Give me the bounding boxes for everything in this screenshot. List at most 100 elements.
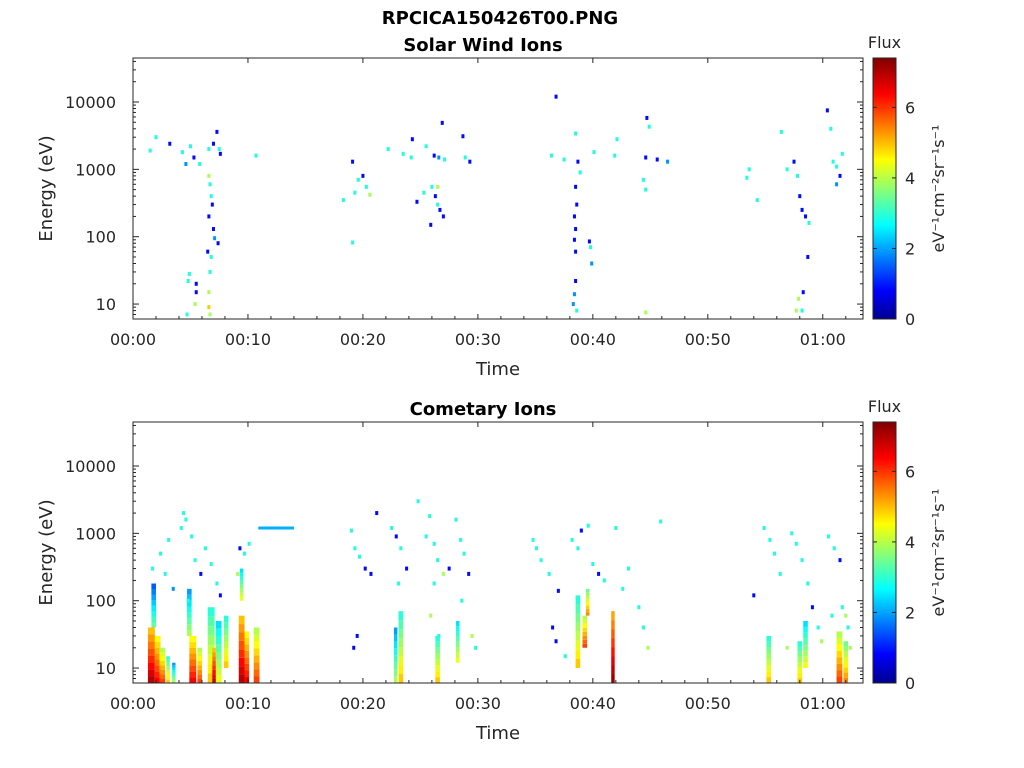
spectrogram-cell (393, 655, 398, 663)
x-axis-label: Time (475, 723, 520, 744)
spectrogram-cell (217, 147, 221, 152)
y-tick-label: 10000 (65, 93, 116, 112)
spectrogram-cell (166, 666, 170, 670)
spectrogram-cell (843, 651, 849, 657)
spectrogram-cell (239, 592, 244, 597)
spectrogram-cell (768, 537, 772, 542)
spectrogram-cell (189, 653, 197, 660)
spectrogram-cell (353, 546, 357, 551)
spectrogram-cell (436, 184, 440, 189)
spectrogram-cell (611, 656, 615, 666)
spectrogram-cell (456, 641, 460, 648)
spectrogram-cell (626, 566, 630, 571)
spectrogram-cell (182, 511, 186, 516)
spectrogram-cell (151, 616, 156, 623)
spectrogram-cell (576, 546, 580, 551)
spectrogram-cell (238, 657, 245, 667)
spectrogram-cell (666, 159, 670, 164)
spectrogram-cell (433, 194, 437, 199)
x-tick-label: 00:20 (340, 330, 386, 349)
spectrogram-cell (212, 647, 216, 653)
spectrogram-cell (239, 572, 244, 577)
spectrogram-cell (369, 571, 373, 576)
spectrogram-cell (172, 662, 176, 666)
spectrogram-cell (253, 641, 260, 649)
spectrogram-cell (405, 566, 409, 571)
spectrogram-cell (207, 664, 215, 674)
spectrogram-cell (238, 546, 242, 551)
spectrogram-cell (803, 638, 808, 645)
spectrogram-cell (611, 647, 615, 657)
spectrogram-cell (462, 551, 466, 556)
spectrogram-cell (151, 566, 155, 571)
spectrogram-cell (585, 605, 590, 609)
spectrogram-cell (795, 173, 799, 178)
spectrogram-cell (441, 571, 445, 576)
spectrogram-cell (207, 147, 211, 152)
spectrogram-cell (215, 636, 222, 645)
spectrogram-cell (582, 615, 588, 620)
spectrogram-cell (549, 153, 553, 158)
spectrogram-cell (159, 678, 166, 683)
spectrogram-cell (575, 622, 581, 632)
solar-wind-plot-area (133, 58, 863, 319)
spectrogram-cell (574, 131, 578, 136)
spectrogram-cell (803, 662, 808, 669)
spectrogram-cell (766, 647, 772, 654)
spectrogram-cell (585, 588, 590, 593)
x-tick-label: 00:10 (225, 694, 271, 713)
spectrogram-cell (349, 528, 353, 533)
spectrogram-cell (239, 588, 244, 593)
spectrogram-cell (197, 678, 202, 683)
spectrogram-cell (611, 674, 615, 683)
spectrogram-cell (562, 157, 566, 162)
spectrogram-cell (159, 652, 166, 657)
spectrogram-cell (393, 669, 398, 677)
spectrogram-cell (236, 571, 240, 576)
spectrogram-cell (409, 155, 413, 160)
spectrogram-cell (193, 558, 197, 563)
spectrogram-cell (554, 639, 558, 644)
spectrogram-cell (844, 613, 848, 618)
spectrogram-cell (582, 635, 588, 640)
spectrogram-cell (825, 108, 829, 113)
spectrogram-cell (800, 308, 804, 313)
spectrogram-cell (611, 665, 615, 675)
spectrogram-cell (368, 192, 372, 197)
spectrogram-cell (179, 526, 183, 531)
spectrogram-cell (470, 633, 474, 638)
spectrogram-cell (456, 636, 460, 642)
spectrogram-cell (357, 554, 361, 559)
spectrogram-cell (435, 671, 440, 678)
spectrogram-cell (151, 600, 156, 606)
spectrogram-cell (582, 639, 588, 644)
spectrogram-cell (166, 676, 170, 680)
x-tick-label: 00:00 (110, 694, 156, 713)
spectrogram-cell (574, 278, 578, 283)
spectrogram-cell (435, 647, 440, 654)
spectrogram-cell (613, 153, 617, 158)
colorbar-title: Flux (868, 397, 901, 416)
spectrogram-cell (798, 194, 802, 199)
spectrogram-cell (435, 641, 440, 648)
spectrogram-cell (207, 645, 215, 655)
spectrogram-cell (212, 669, 216, 675)
spectrogram-cell (187, 624, 192, 631)
colorbar-tick-label: 2 (905, 603, 915, 622)
spectrogram-cell (429, 222, 433, 227)
spectrogram-cell (197, 669, 202, 675)
spectrogram-cell (187, 600, 192, 607)
spectrogram-cell (209, 254, 213, 259)
spectrogram-cell (253, 627, 260, 635)
spectrogram-cell (238, 640, 245, 650)
spectrogram-cell (398, 629, 404, 639)
spectrogram-cell (147, 634, 155, 642)
spectrogram-cell (574, 249, 578, 254)
spectrogram-cell (840, 605, 844, 610)
colorbar (872, 57, 897, 320)
spectrogram-cell (197, 674, 202, 679)
spectrogram-cell (843, 646, 849, 652)
spectrogram-cell (172, 672, 176, 676)
spectrogram-cell (154, 635, 161, 642)
spectrogram-cell (797, 662, 803, 668)
